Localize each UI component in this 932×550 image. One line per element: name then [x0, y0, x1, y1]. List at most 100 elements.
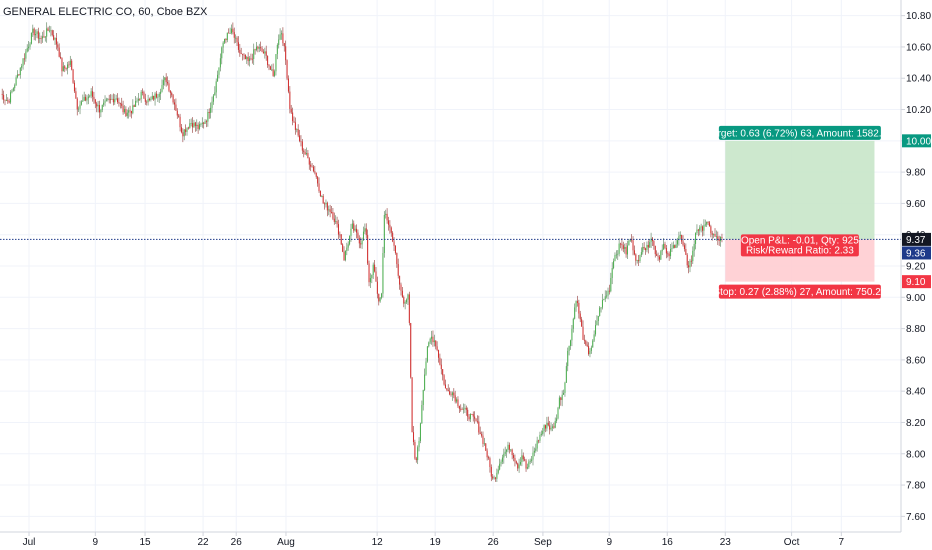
- candle[interactable]: [429, 337, 431, 345]
- candle[interactable]: [372, 262, 374, 279]
- candle[interactable]: [417, 445, 419, 465]
- candle[interactable]: [390, 226, 392, 237]
- candle[interactable]: [10, 90, 12, 105]
- candle[interactable]: [274, 69, 276, 78]
- x-axis[interactable]: Jul 9 15 22 26 Aug 12 19 26 Sep 9 16 23 Oct 7: [23, 532, 845, 548]
- candle[interactable]: [692, 246, 694, 265]
- candle[interactable]: [510, 449, 512, 452]
- candle[interactable]: [179, 113, 181, 132]
- candle[interactable]: [61, 57, 63, 77]
- candle[interactable]: [160, 88, 162, 101]
- candle[interactable]: [350, 223, 352, 242]
- candle[interactable]: [696, 224, 698, 235]
- candle[interactable]: [176, 108, 178, 119]
- candle[interactable]: [688, 261, 690, 274]
- candle[interactable]: [132, 99, 134, 115]
- candle[interactable]: [364, 223, 366, 235]
- candle[interactable]: [682, 235, 684, 247]
- candle[interactable]: [129, 105, 131, 117]
- candle[interactable]: [117, 93, 119, 104]
- candle[interactable]: [533, 447, 535, 457]
- candle[interactable]: [137, 92, 139, 106]
- candle[interactable]: [435, 340, 437, 350]
- candle[interactable]: [175, 98, 177, 111]
- candle[interactable]: [489, 456, 491, 473]
- candle[interactable]: [68, 61, 70, 69]
- candle[interactable]: [503, 448, 505, 464]
- candle[interactable]: [536, 436, 538, 452]
- candle[interactable]: [449, 387, 451, 396]
- candle[interactable]: [447, 384, 449, 392]
- candle[interactable]: [161, 79, 163, 93]
- candle[interactable]: [299, 129, 301, 143]
- candle[interactable]: [114, 94, 116, 105]
- candle[interactable]: [283, 42, 285, 52]
- candle[interactable]: [589, 348, 591, 358]
- candle[interactable]: [668, 251, 670, 261]
- candle[interactable]: [458, 405, 460, 413]
- candle[interactable]: [713, 233, 715, 239]
- candle[interactable]: [15, 75, 17, 86]
- candle[interactable]: [450, 391, 452, 397]
- candle[interactable]: [357, 229, 359, 239]
- candle[interactable]: [139, 98, 141, 101]
- candle[interactable]: [399, 275, 401, 290]
- candle[interactable]: [490, 464, 492, 482]
- candle[interactable]: [615, 250, 617, 259]
- candle[interactable]: [597, 315, 599, 326]
- candle[interactable]: [468, 414, 470, 422]
- candle[interactable]: [305, 147, 308, 156]
- candle[interactable]: [25, 49, 27, 62]
- candle[interactable]: [486, 448, 488, 461]
- candle[interactable]: [379, 296, 381, 303]
- candle[interactable]: [636, 259, 638, 264]
- candle[interactable]: [624, 243, 626, 254]
- candle[interactable]: [706, 221, 708, 227]
- candle[interactable]: [467, 407, 469, 422]
- candle[interactable]: [279, 28, 281, 41]
- candle[interactable]: [71, 58, 73, 71]
- position-zones[interactable]: [725, 140, 875, 282]
- candle[interactable]: [122, 100, 124, 115]
- candle[interactable]: [224, 38, 226, 45]
- candle[interactable]: [239, 43, 241, 57]
- candle[interactable]: [249, 56, 251, 67]
- candle[interactable]: [328, 205, 330, 216]
- candle[interactable]: [672, 241, 674, 249]
- candle[interactable]: [665, 245, 667, 259]
- candle[interactable]: [73, 80, 75, 93]
- candle[interactable]: [419, 422, 421, 444]
- candle[interactable]: [185, 124, 187, 136]
- candle[interactable]: [657, 252, 659, 261]
- candle[interactable]: [244, 54, 246, 60]
- candle[interactable]: [443, 374, 445, 386]
- candle[interactable]: [312, 165, 314, 173]
- candle[interactable]: [103, 99, 105, 107]
- candle[interactable]: [196, 119, 198, 132]
- candle[interactable]: [625, 242, 627, 258]
- candle[interactable]: [525, 458, 527, 472]
- candle[interactable]: [260, 41, 262, 52]
- candle[interactable]: [437, 349, 440, 363]
- candle[interactable]: [701, 225, 704, 237]
- candle[interactable]: [108, 94, 110, 104]
- candle[interactable]: [143, 90, 145, 99]
- candle[interactable]: [408, 291, 410, 326]
- candle[interactable]: [651, 236, 654, 246]
- candle[interactable]: [311, 162, 313, 168]
- candle[interactable]: [54, 37, 56, 45]
- candle[interactable]: [720, 236, 722, 247]
- candle[interactable]: [51, 29, 53, 37]
- candle[interactable]: [660, 249, 662, 261]
- candle[interactable]: [212, 94, 214, 105]
- candle[interactable]: [296, 128, 298, 133]
- candle[interactable]: [397, 258, 399, 279]
- candle[interactable]: [424, 368, 426, 392]
- candle[interactable]: [586, 341, 588, 348]
- candle[interactable]: [69, 55, 71, 68]
- candle[interactable]: [315, 172, 317, 179]
- candle[interactable]: [222, 41, 224, 54]
- candle[interactable]: [254, 48, 256, 55]
- candle[interactable]: [290, 104, 292, 114]
- candle[interactable]: [514, 454, 516, 467]
